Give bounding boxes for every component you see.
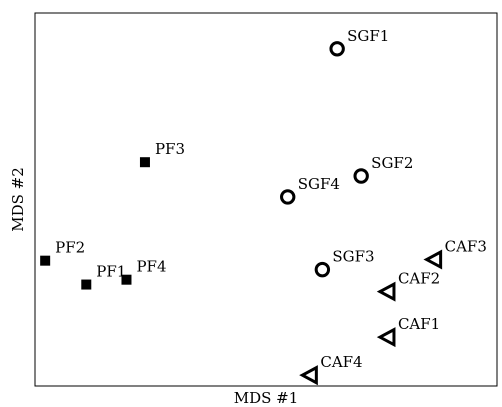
point-label-caf4: CAF4 — [320, 353, 362, 371]
point-label-pf3: PF3 — [155, 140, 185, 158]
point-caf2 — [376, 281, 396, 302]
point-sgf3 — [314, 261, 331, 278]
point-label-pf2: PF2 — [55, 239, 85, 257]
point-label-caf1: CAF1 — [398, 315, 440, 333]
point-label-pf1: PF1 — [96, 263, 126, 281]
point-label-sgf3: SGF3 — [332, 248, 374, 266]
point-pf2 — [40, 255, 51, 266]
point-pf1 — [81, 279, 92, 290]
x-axis-title: MDS #1 — [234, 389, 299, 407]
point-sgf4 — [280, 189, 296, 205]
point-caf1 — [376, 327, 396, 348]
y-axis-title: MDS #2 — [9, 167, 27, 232]
point-caf3 — [423, 249, 443, 270]
point-sgf1 — [329, 41, 345, 57]
points-layer: PF1 PF2 PF3 PF4 SGF1 SGF2 SGF3 SGF4 CAF1 CAF2 CAF3… — [40, 27, 487, 386]
point-label-sgf4: SGF4 — [298, 175, 340, 193]
point-pf4 — [121, 274, 132, 285]
point-label-sgf2: SGF2 — [371, 154, 413, 172]
point-caf4 — [299, 365, 318, 386]
point-pf3 — [139, 157, 150, 168]
point-label-pf4: PF4 — [136, 258, 166, 276]
point-label-caf2: CAF2 — [398, 270, 440, 288]
point-label-caf3: CAF3 — [445, 238, 487, 256]
plot-frame — [34, 12, 498, 387]
point-sgf2 — [353, 168, 369, 184]
point-label-sgf1: SGF1 — [347, 27, 389, 45]
